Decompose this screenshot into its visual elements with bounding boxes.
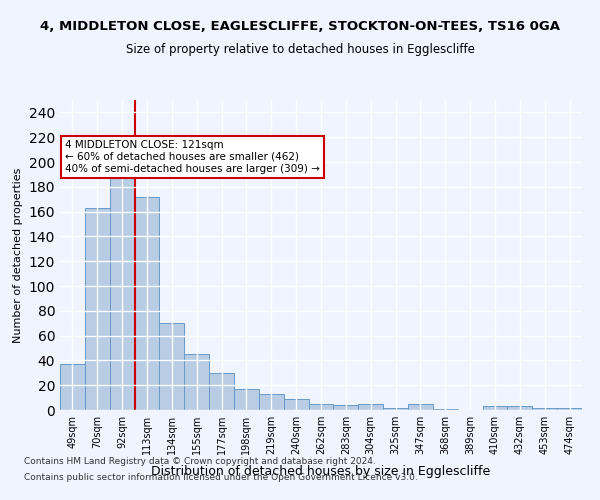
X-axis label: Distribution of detached houses by size in Egglescliffe: Distribution of detached houses by size … xyxy=(151,466,491,478)
Y-axis label: Number of detached properties: Number of detached properties xyxy=(13,168,23,342)
Bar xyxy=(134,196,160,410)
Bar xyxy=(209,373,234,410)
Text: Contains HM Land Registry data © Crown copyright and database right 2024.: Contains HM Land Registry data © Crown c… xyxy=(24,458,376,466)
Bar xyxy=(532,408,557,410)
Bar xyxy=(358,404,383,410)
Bar xyxy=(383,408,408,410)
Text: 4 MIDDLETON CLOSE: 121sqm
← 60% of detached houses are smaller (462)
40% of semi: 4 MIDDLETON CLOSE: 121sqm ← 60% of detac… xyxy=(65,140,320,173)
Bar xyxy=(408,404,433,410)
Bar xyxy=(160,323,184,410)
Bar xyxy=(308,404,334,410)
Bar xyxy=(234,389,259,410)
Bar xyxy=(85,208,110,410)
Text: 4, MIDDLETON CLOSE, EAGLESCLIFFE, STOCKTON-ON-TEES, TS16 0GA: 4, MIDDLETON CLOSE, EAGLESCLIFFE, STOCKT… xyxy=(40,20,560,33)
Bar xyxy=(482,406,508,410)
Bar xyxy=(433,409,458,410)
Bar xyxy=(259,394,284,410)
Bar xyxy=(110,173,134,410)
Bar xyxy=(184,354,209,410)
Bar xyxy=(334,405,358,410)
Bar xyxy=(557,408,582,410)
Text: Contains public sector information licensed under the Open Government Licence v3: Contains public sector information licen… xyxy=(24,472,418,482)
Text: Size of property relative to detached houses in Egglescliffe: Size of property relative to detached ho… xyxy=(125,42,475,56)
Bar xyxy=(60,364,85,410)
Bar xyxy=(284,399,308,410)
Bar xyxy=(508,406,532,410)
